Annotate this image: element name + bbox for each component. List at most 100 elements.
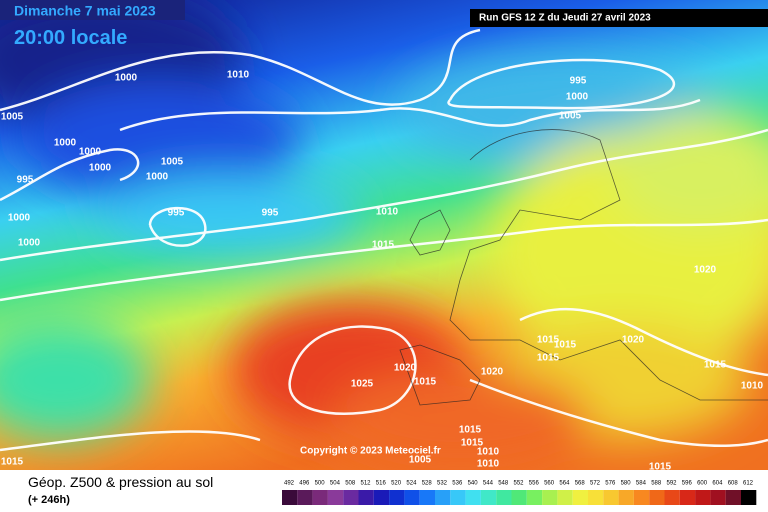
scale-label: 532 — [437, 481, 448, 487]
time-text: 20:00 locale — [14, 27, 127, 49]
isobar-label: 1000 — [146, 172, 169, 183]
scale-label: 492 — [284, 481, 295, 487]
isobar-label: 1005 — [1, 112, 24, 123]
scale-label: 592 — [666, 481, 677, 487]
scale-swatch — [618, 490, 634, 505]
scale-swatch — [435, 490, 451, 505]
isobar-label: 1015 — [704, 360, 727, 371]
isobar-label: 1020 — [694, 265, 717, 276]
isobar-label: 1020 — [481, 367, 504, 378]
scale-label: 508 — [345, 481, 356, 487]
isobar-label: 1010 — [741, 381, 764, 392]
isobar-labels: 1000 1010 1005 1000 1000 1000 1005 1000 995 995 99… — [1, 70, 764, 473]
scale-swatch — [327, 490, 344, 505]
scale-swatch — [373, 490, 390, 505]
scale-swatch — [404, 490, 420, 505]
scale-swatch — [480, 490, 497, 505]
scale-label: 604 — [712, 481, 723, 487]
scale-swatch — [557, 490, 573, 505]
run-box — [470, 9, 768, 27]
scale-label: 564 — [559, 481, 570, 487]
scale-label: 548 — [498, 481, 509, 487]
scale-swatch — [649, 490, 665, 505]
run-text: Run GFS 12 Z du Jeudi 27 avril 2023 — [479, 13, 651, 24]
scale-swatch — [664, 490, 680, 505]
scale-label: 580 — [621, 481, 632, 487]
scale-label: 552 — [513, 481, 524, 487]
isobar-label: 1000 — [54, 138, 77, 149]
scale-swatch — [679, 490, 696, 505]
isobar-label: 1010 — [376, 207, 399, 218]
isobar-label: 1000 — [8, 213, 31, 224]
isobar-label: 1015 — [537, 353, 560, 364]
isobar-label: 1020 — [394, 363, 417, 374]
scale-label: 504 — [330, 481, 341, 487]
scale-label: 524 — [406, 481, 417, 487]
copyright: Copyright © 2023 Meteociel.fr — [300, 446, 441, 457]
scale-label: 496 — [299, 481, 310, 487]
scale-label: 572 — [590, 481, 601, 487]
scale-label: 600 — [697, 481, 708, 487]
isobar-label: 1010 — [227, 70, 250, 81]
scale-swatch — [419, 490, 435, 505]
scale-label: 556 — [529, 481, 540, 487]
scale-swatch — [282, 490, 298, 505]
isobar-label: 1025 — [351, 379, 374, 390]
scale-swatch — [725, 490, 741, 505]
scale-swatch — [389, 490, 405, 505]
isobar-label: 1010 — [477, 459, 500, 470]
isobar-label: 1020 — [622, 335, 645, 346]
scale-label: 536 — [452, 481, 463, 487]
scale-label: 588 — [651, 481, 662, 487]
isobar-label: 1015 — [554, 340, 577, 351]
scale-swatch — [297, 490, 313, 505]
scale-swatch — [710, 490, 726, 505]
scale-label: 608 — [728, 481, 739, 487]
scale-label: 596 — [682, 481, 693, 487]
color-scale: 492 496 500 504 508 512 516 520 524 528 532 536 540 5… — [282, 481, 757, 505]
scale-swatch — [312, 490, 328, 505]
scale-swatch — [572, 490, 588, 505]
isobar-label: 1015 — [649, 462, 672, 473]
date-box — [0, 0, 185, 20]
scale-label: 528 — [422, 481, 433, 487]
isobar-label: 1010 — [477, 447, 500, 458]
isobar-label: 1015 — [372, 240, 395, 251]
scale-swatch — [695, 490, 711, 505]
scale-swatch — [511, 490, 527, 505]
isobar-label: 1005 — [161, 157, 184, 168]
scale-label: 560 — [544, 481, 555, 487]
scale-swatch — [603, 490, 619, 505]
isobar-label: 995 — [168, 208, 185, 219]
scale-label: 512 — [360, 481, 371, 487]
scale-label: 544 — [483, 481, 494, 487]
isobar-label: 1015 — [537, 335, 560, 346]
legend-title: Géop. Z500 & pression au sol — [28, 474, 213, 490]
isobar-label: 1015 — [1, 457, 24, 468]
date-text: Dimanche 7 mai 2023 — [14, 3, 156, 19]
scale-swatch — [588, 490, 604, 505]
scale-swatch — [741, 490, 757, 505]
scale-label: 576 — [605, 481, 616, 487]
isobar-label: 1005 — [559, 111, 582, 122]
scale-label: 500 — [315, 481, 326, 487]
isobar-label: 1015 — [461, 438, 484, 449]
isobar-label: 1015 — [459, 425, 482, 436]
scale-swatch — [542, 490, 558, 505]
legend-lead: (+ 246h) — [28, 494, 70, 506]
isobar-label: 995 — [570, 76, 587, 87]
scale-swatch — [526, 490, 543, 505]
scale-swatch — [343, 490, 359, 505]
isobar-label: 1000 — [566, 92, 589, 103]
scale-swatch — [633, 490, 650, 505]
isobar-label: 1000 — [18, 238, 41, 249]
isobar-label: 995 — [17, 175, 34, 186]
scale-label: 568 — [575, 481, 586, 487]
isobar-label: 1005 — [409, 455, 432, 466]
isobar-label: 1015 — [414, 377, 437, 388]
map-field — [0, 0, 768, 470]
isobar-label: 1000 — [89, 163, 112, 174]
scale-label: 540 — [468, 481, 479, 487]
scale-swatch — [450, 490, 466, 505]
